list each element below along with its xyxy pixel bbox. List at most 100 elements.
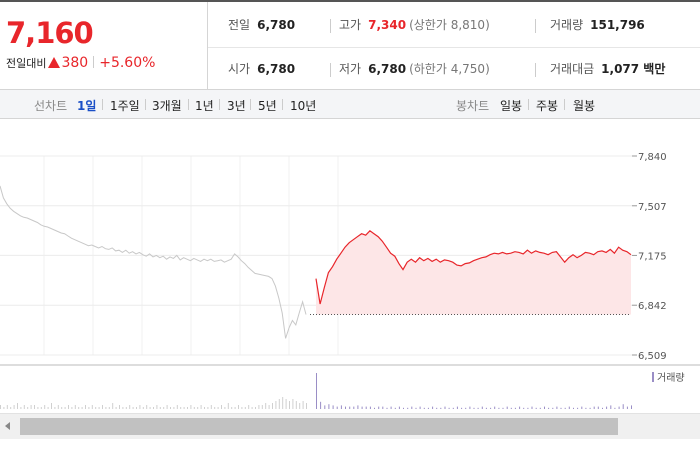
tab-daily-candle[interactable]: 일봉 [500,99,523,113]
candle-chart-label: 봉차트 [456,99,490,113]
volume-bar [102,405,103,409]
open-value: 6,780 [257,62,296,76]
volume-bar [535,407,537,409]
volume-bar [170,407,171,409]
volume-bar [365,406,367,409]
volume-bar [173,407,175,409]
volume-bar [398,406,400,409]
volume-bar [369,406,371,409]
tab-5-years[interactable]: 5년 [258,99,277,113]
divider [188,99,189,110]
volume-bar [156,405,158,409]
volume-bar [336,406,338,409]
change-row: 전일대비 380 +5.60% [6,55,155,71]
chart-toolbar: 선차트 1일 1주일 3개월 1년 3년 5년 10년 봉차트 일봉 주봉 월봉 [0,90,700,119]
volume-bar [214,407,216,409]
volume-bar [390,406,392,409]
tab-1-day[interactable]: 1일 [77,99,97,113]
amount-value: 1,077 백만 [601,62,666,76]
tab-monthly-candle[interactable]: 월봉 [573,99,596,113]
volume-legend-label: 거래량 [657,372,685,384]
volume-bar [353,406,355,409]
volume-bar [519,406,521,409]
volume-bar [332,405,334,409]
tab-1-week[interactable]: 1주일 [110,99,140,113]
volume-bar [231,407,233,409]
volume-bar [469,406,471,409]
tab-3-months[interactable]: 3개월 [152,99,182,113]
volume-bar [394,407,396,409]
volume-bar [436,407,438,409]
previous-session-line [0,185,307,339]
volume-bar [510,407,512,409]
volume-bar [13,405,15,409]
volume-bar [88,407,90,409]
amount-cell: 거래대금 1,077 백만 [550,60,665,77]
volume-bar [180,407,182,409]
volume-bar [81,407,83,409]
lower-limit-label: 하한가 [413,62,447,76]
divider [535,19,536,33]
tab-3-years[interactable]: 3년 [227,99,246,113]
volume-bar [378,406,380,409]
tab-weekly-candle[interactable]: 주봉 [536,99,559,113]
volume-bar [265,403,267,409]
volume-bar [119,405,120,409]
volume-bar [544,406,545,409]
volume-bar [125,407,127,409]
volume-label: 거래량 [550,18,584,32]
volume-bar [498,407,500,409]
volume-bar [531,406,533,409]
divider [208,47,700,48]
volume-bar [602,407,603,409]
volume-bar [340,405,342,409]
divider [282,99,283,110]
volume-bar [74,405,76,409]
divider [93,56,95,68]
volume-bar [268,405,270,409]
volume-bar [306,403,307,409]
volume-bar [523,407,525,409]
volume-bar [30,405,32,409]
volume-bar [91,405,93,409]
volume-bar [610,405,612,409]
volume-bar [419,406,421,409]
volume-bar [238,405,239,409]
tab-1-year[interactable]: 1년 [195,99,214,113]
prev-close-value: 6,780 [257,18,296,32]
volume-bar [349,406,351,409]
volume-bar [241,407,243,409]
volume-bar [427,407,429,409]
y-tick-label: 7,175 [638,251,667,262]
volume-bar [105,407,107,409]
volume-bar [200,405,202,409]
volume-bar [207,407,209,409]
volume-bar [465,407,467,409]
volume-bar [20,407,22,409]
volume-bar [448,407,450,409]
volume-bar [556,406,558,409]
volume-bar [64,407,66,409]
tab-10-years[interactable]: 10년 [290,99,317,113]
volume-bar [299,403,301,409]
volume-bar [581,406,583,409]
volume-bar [153,407,154,409]
volume-bar [278,399,280,409]
volume-bar [514,407,516,409]
volume-bar [10,407,12,409]
volume-bar [302,401,304,409]
volume-bar [473,407,475,409]
volume-bar [614,407,616,409]
volume-bar [197,407,199,409]
volume-bar [85,405,86,409]
volume-bar [502,407,504,409]
volume-bar [577,407,579,409]
change-percent: +5.60% [99,55,156,71]
chart-scrollbar[interactable] [0,413,700,439]
scroll-thumb[interactable] [20,418,618,435]
volume-bar [444,406,446,409]
volume-bar [618,406,620,409]
volume-bar [560,407,562,409]
scroll-left-arrow-icon[interactable] [5,422,10,430]
current-session-line [315,230,632,305]
